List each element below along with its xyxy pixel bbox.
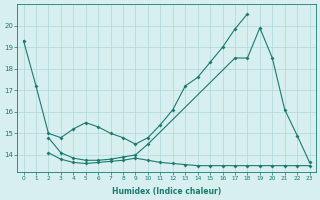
X-axis label: Humidex (Indice chaleur): Humidex (Indice chaleur) [112,187,221,196]
